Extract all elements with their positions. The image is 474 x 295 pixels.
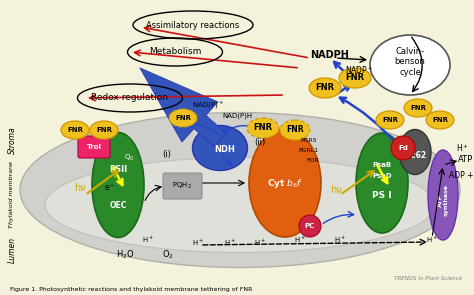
- Text: PGRL1: PGRL1: [298, 148, 318, 153]
- Text: Figure 1. Photosynthetic reactions and thylakoid membrane tethering of FNR: Figure 1. Photosynthetic reactions and t…: [10, 288, 252, 293]
- FancyBboxPatch shape: [163, 173, 202, 199]
- Text: FNR: FNR: [254, 124, 273, 132]
- Ellipse shape: [370, 35, 450, 95]
- Text: PSII: PSII: [109, 165, 127, 175]
- Ellipse shape: [426, 111, 454, 129]
- Text: ATP
synthase: ATP synthase: [438, 184, 448, 216]
- Text: Calvin-
benson
cycle: Calvin- benson cycle: [394, 47, 426, 77]
- Text: FOR: FOR: [306, 158, 319, 163]
- Text: H$_2$O: H$_2$O: [116, 249, 134, 261]
- Text: PQH$_2$: PQH$_2$: [172, 181, 192, 191]
- Text: Q$_0$: Q$_0$: [124, 153, 134, 163]
- Text: PC: PC: [305, 223, 315, 229]
- Text: FNR: FNR: [286, 125, 304, 135]
- Text: H$^+$: H$^+$: [192, 238, 204, 248]
- Text: ADP + Pi: ADP + Pi: [449, 171, 474, 179]
- Text: Trol: Trol: [86, 144, 101, 150]
- Text: NAD(P)$^+$: NAD(P)$^+$: [192, 99, 224, 111]
- Ellipse shape: [61, 121, 89, 139]
- Text: FNR: FNR: [410, 105, 426, 111]
- Text: Stroma: Stroma: [8, 126, 17, 154]
- Text: NAD(P)H: NAD(P)H: [222, 113, 252, 119]
- Ellipse shape: [428, 150, 458, 240]
- Text: (i): (i): [163, 150, 172, 160]
- Text: ATP: ATP: [458, 155, 474, 165]
- Text: FNR: FNR: [175, 115, 191, 121]
- Ellipse shape: [247, 118, 279, 138]
- Text: PsaB: PsaB: [373, 162, 392, 168]
- Circle shape: [391, 136, 415, 160]
- Ellipse shape: [339, 68, 371, 88]
- Text: NADPH: NADPH: [310, 50, 349, 60]
- Ellipse shape: [309, 78, 341, 98]
- Text: Tic62: Tic62: [403, 150, 427, 160]
- Ellipse shape: [20, 112, 460, 268]
- Ellipse shape: [45, 158, 435, 253]
- Text: PGR5: PGR5: [300, 137, 317, 142]
- FancyBboxPatch shape: [78, 136, 110, 158]
- Text: Metabolism: Metabolism: [149, 47, 201, 57]
- Text: H$^+$: H$^+$: [426, 235, 438, 245]
- Text: FNR: FNR: [96, 127, 112, 133]
- Ellipse shape: [192, 125, 247, 171]
- Ellipse shape: [92, 132, 144, 237]
- Text: PS I: PS I: [372, 191, 392, 199]
- Ellipse shape: [90, 121, 118, 139]
- Text: Lumen: Lumen: [8, 237, 17, 263]
- Text: Redox regulation: Redox regulation: [91, 94, 168, 102]
- Text: H$^+$: H$^+$: [456, 142, 468, 154]
- Text: Assimilatory reactions: Assimilatory reactions: [146, 20, 240, 30]
- Text: H$^+$: H$^+$: [294, 235, 306, 245]
- Ellipse shape: [249, 129, 321, 237]
- Text: Thylakoid membrane: Thylakoid membrane: [9, 161, 15, 229]
- Text: hν: hν: [330, 185, 342, 195]
- Text: H$^+$: H$^+$: [254, 238, 266, 248]
- FancyArrow shape: [140, 68, 226, 147]
- Ellipse shape: [356, 133, 408, 233]
- Text: FNR: FNR: [382, 117, 398, 123]
- Circle shape: [299, 215, 321, 237]
- Text: H$^+$: H$^+$: [142, 235, 154, 245]
- Text: Cyt $b_6f$: Cyt $b_6f$: [267, 176, 303, 189]
- Text: FNR: FNR: [432, 117, 448, 123]
- Text: e$^-$: e$^-$: [104, 183, 116, 193]
- Ellipse shape: [404, 99, 432, 117]
- Text: (ii): (ii): [255, 138, 265, 148]
- Text: FNR: FNR: [67, 127, 83, 133]
- Text: H$^+$: H$^+$: [334, 235, 346, 245]
- Text: NADP$^+$: NADP$^+$: [345, 64, 374, 76]
- Text: hν: hν: [74, 183, 86, 193]
- Text: NDH: NDH: [215, 145, 236, 155]
- Ellipse shape: [280, 120, 310, 140]
- Text: FNR: FNR: [315, 83, 335, 93]
- Ellipse shape: [376, 111, 404, 129]
- Text: OEC: OEC: [109, 201, 127, 209]
- Text: H$^+$: H$^+$: [224, 238, 236, 248]
- Ellipse shape: [169, 109, 197, 127]
- Ellipse shape: [399, 130, 431, 175]
- Text: TRENDS in Plant Science: TRENDS in Plant Science: [394, 276, 462, 281]
- Text: O$_2$: O$_2$: [162, 249, 174, 261]
- Text: Fd: Fd: [398, 145, 408, 151]
- Text: FNR: FNR: [346, 73, 365, 83]
- Text: PsaD: PsaD: [372, 173, 392, 179]
